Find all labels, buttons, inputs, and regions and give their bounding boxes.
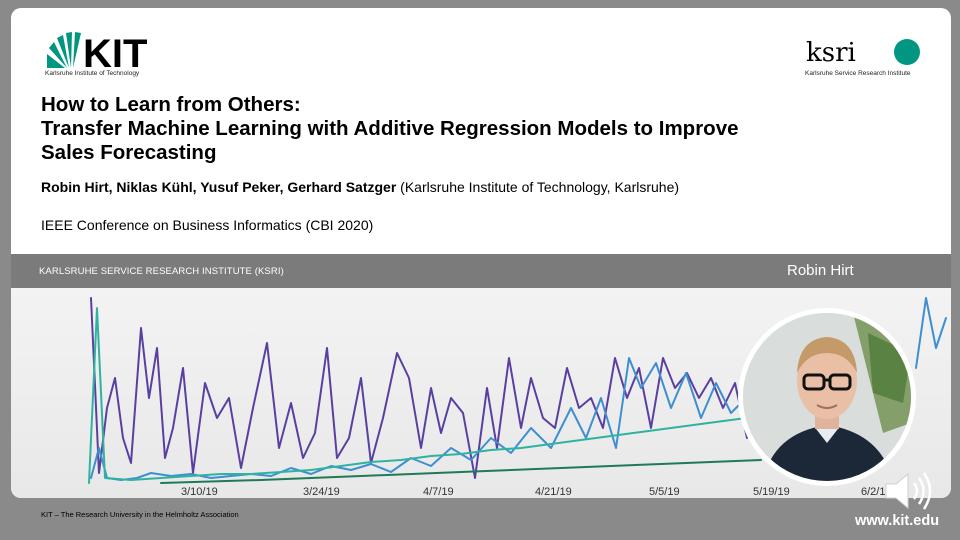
ksri-logo-mark: ksri bbox=[806, 38, 920, 68]
x-tick-label: 3/24/19 bbox=[303, 486, 340, 498]
speaker-portrait-image bbox=[743, 313, 911, 481]
title-line-1: How to Learn from Others: bbox=[41, 93, 301, 116]
speaker-icon[interactable] bbox=[882, 468, 940, 514]
title-line-2: Transfer Machine Learning with Additive … bbox=[41, 117, 739, 140]
x-tick-label: 5/19/19 bbox=[753, 486, 790, 498]
banner-institute: KARLSRUHE SERVICE RESEARCH INSTITUTE (KS… bbox=[39, 266, 284, 277]
conference-name: IEEE Conference on Business Informatics … bbox=[41, 217, 374, 233]
x-tick-label: 3/10/19 bbox=[181, 486, 218, 498]
ksri-logo-circle bbox=[894, 39, 920, 65]
x-tick-label: 4/7/19 bbox=[423, 486, 454, 498]
title-line-3: Sales Forecasting bbox=[41, 141, 217, 164]
purple-line bbox=[90, 297, 772, 479]
footer-website: www.kit.edu bbox=[855, 513, 940, 529]
x-tick-labels: 3/10/19 3/24/19 4/7/19 4/21/19 5/5/19 5/… bbox=[181, 486, 892, 498]
authors-line: Robin Hirt, Niklas Kühl, Yusuf Peker, Ge… bbox=[41, 179, 679, 195]
speaker-portrait bbox=[738, 308, 916, 486]
ksri-logo-text: ksri bbox=[806, 38, 856, 68]
teal-line bbox=[88, 307, 762, 484]
footer-left-text: KIT – The Research University in the Hel… bbox=[41, 510, 239, 519]
slide: KIT Karlsruhe Institute of Technology ks… bbox=[11, 8, 951, 498]
x-tick-label: 4/21/19 bbox=[535, 486, 572, 498]
institute-banner: KARLSRUHE SERVICE RESEARCH INSTITUTE (KS… bbox=[11, 254, 951, 288]
green-line bbox=[160, 459, 762, 484]
x-tick-label: 5/5/19 bbox=[649, 486, 680, 498]
ksri-logo: ksri Karlsruhe Service Research Institut… bbox=[805, 34, 931, 80]
author-names: Robin Hirt, Niklas Kühl, Yusuf Peker, Ge… bbox=[41, 179, 397, 195]
chart-photo-svg: 3/10/19 3/24/19 4/7/19 4/21/19 5/5/19 5/… bbox=[88, 297, 947, 498]
author-affiliation: (Karlsruhe Institute of Technology, Karl… bbox=[396, 179, 680, 195]
kit-logo-text: KIT bbox=[83, 32, 147, 70]
ksri-tagline: Karlsruhe Service Research Institute bbox=[805, 70, 911, 77]
banner-speaker: Robin Hirt bbox=[787, 262, 854, 279]
kit-logo-mark: KIT bbox=[47, 32, 147, 76]
presentation-title: How to Learn from Others: Transfer Machi… bbox=[41, 93, 901, 165]
kit-tagline: Karlsruhe Institute of Technology bbox=[45, 70, 140, 77]
right-edge-line bbox=[915, 297, 947, 369]
speaker-icon-glyph bbox=[885, 472, 932, 510]
kit-logo: KIT Karlsruhe Institute of Technology bbox=[45, 30, 155, 80]
x-tick-label: 6/2/19 bbox=[861, 486, 892, 498]
blue-line bbox=[90, 357, 762, 481]
